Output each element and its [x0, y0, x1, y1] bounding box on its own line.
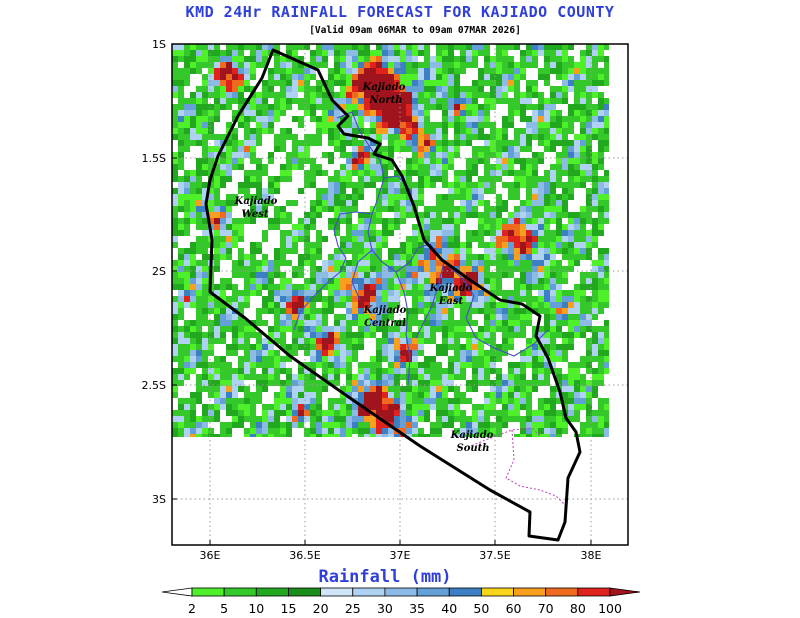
colorbar-swatch	[191, 587, 225, 597]
colorbar-level-label: 20	[313, 601, 329, 616]
lon-label-37e: 37E	[390, 549, 411, 562]
region-label-south: Kajiado South	[450, 430, 494, 454]
south-boundary	[467, 427, 566, 506]
colorbar-swatch	[320, 587, 354, 597]
svg-text:East: East	[438, 296, 464, 307]
colorbar-swatch	[513, 587, 547, 597]
colorbar-level-label: 5	[220, 601, 228, 616]
region-label-east: Kajiado East	[429, 283, 473, 307]
colorbar-level-label: 35	[409, 601, 425, 616]
lat-label-1s: 1S	[152, 38, 166, 51]
colorbar-swatch	[416, 587, 450, 597]
colorbar-level-label: 15	[281, 601, 297, 616]
map-subtitle: [Valid 09am 06MAR to 09am 07MAR 2026]	[309, 25, 521, 36]
colorbar-level-label: 60	[506, 601, 522, 616]
colorbar-swatch	[352, 587, 386, 597]
lon-label-36e: 36E	[200, 549, 221, 562]
svg-text:Kajiado: Kajiado	[429, 283, 473, 294]
svg-text:North: North	[369, 95, 403, 106]
colorbar-swatch	[545, 587, 579, 597]
svg-text:Central: Central	[364, 318, 406, 329]
region-label-central: Kajiado Central	[363, 305, 407, 329]
colorbar-level-label: 25	[345, 601, 361, 616]
colorbar-level-label: 30	[377, 601, 393, 616]
rainfall-field	[172, 44, 609, 437]
colorbar-title: Rainfall (mm)	[318, 567, 452, 587]
colorbar-level-label: 40	[441, 601, 457, 616]
lon-label-36-5e: 36.5E	[289, 549, 320, 562]
region-label-north: Kajiado North	[362, 82, 406, 106]
colorbar-level-label: 2	[188, 601, 196, 616]
svg-text:Kajiado: Kajiado	[363, 305, 407, 316]
svg-text:Kajiado: Kajiado	[234, 196, 278, 207]
colorbar-swatch	[255, 587, 289, 597]
lat-label-2s: 2S	[152, 265, 166, 278]
colorbar-level-label: 80	[570, 601, 586, 616]
colorbar-swatch	[480, 587, 514, 597]
lat-label-1-5s: 1.5S	[142, 152, 166, 165]
lat-label-3s: 3S	[152, 493, 166, 506]
lon-label-37-5e: 37.5E	[479, 549, 510, 562]
colorbar-swatch	[384, 587, 418, 597]
colorbar-swatch	[577, 587, 611, 597]
colorbar-max-arrow	[609, 587, 641, 597]
svg-text:Kajiado: Kajiado	[362, 82, 406, 93]
colorbar-swatch	[223, 587, 257, 597]
colorbar-level-label: 50	[473, 601, 489, 616]
svg-text:West: West	[241, 209, 268, 220]
colorbar-level-label: 100	[598, 601, 622, 616]
colorbar-level-label: 10	[248, 601, 264, 616]
svg-text:Kajiado: Kajiado	[450, 430, 494, 441]
colorbar-swatch	[448, 587, 482, 597]
colorbar-swatch	[288, 587, 322, 597]
svg-text:South: South	[456, 443, 489, 454]
axis-ticks	[172, 43, 592, 545]
lon-label-38e: 38E	[581, 549, 602, 562]
region-label-west: Kajiado West	[234, 196, 278, 220]
map-title: KMD 24Hr RAINFALL FORECAST FOR KAJIADO C…	[185, 3, 615, 21]
county-outline	[204, 48, 582, 542]
lat-label-2-5s: 2.5S	[142, 379, 166, 392]
colorbar-min-arrow	[161, 587, 193, 597]
colorbar: 2 5 10 15 20 25 30 35 40 50 60 70 80 100	[161, 587, 641, 616]
colorbar-level-label: 70	[538, 601, 554, 616]
